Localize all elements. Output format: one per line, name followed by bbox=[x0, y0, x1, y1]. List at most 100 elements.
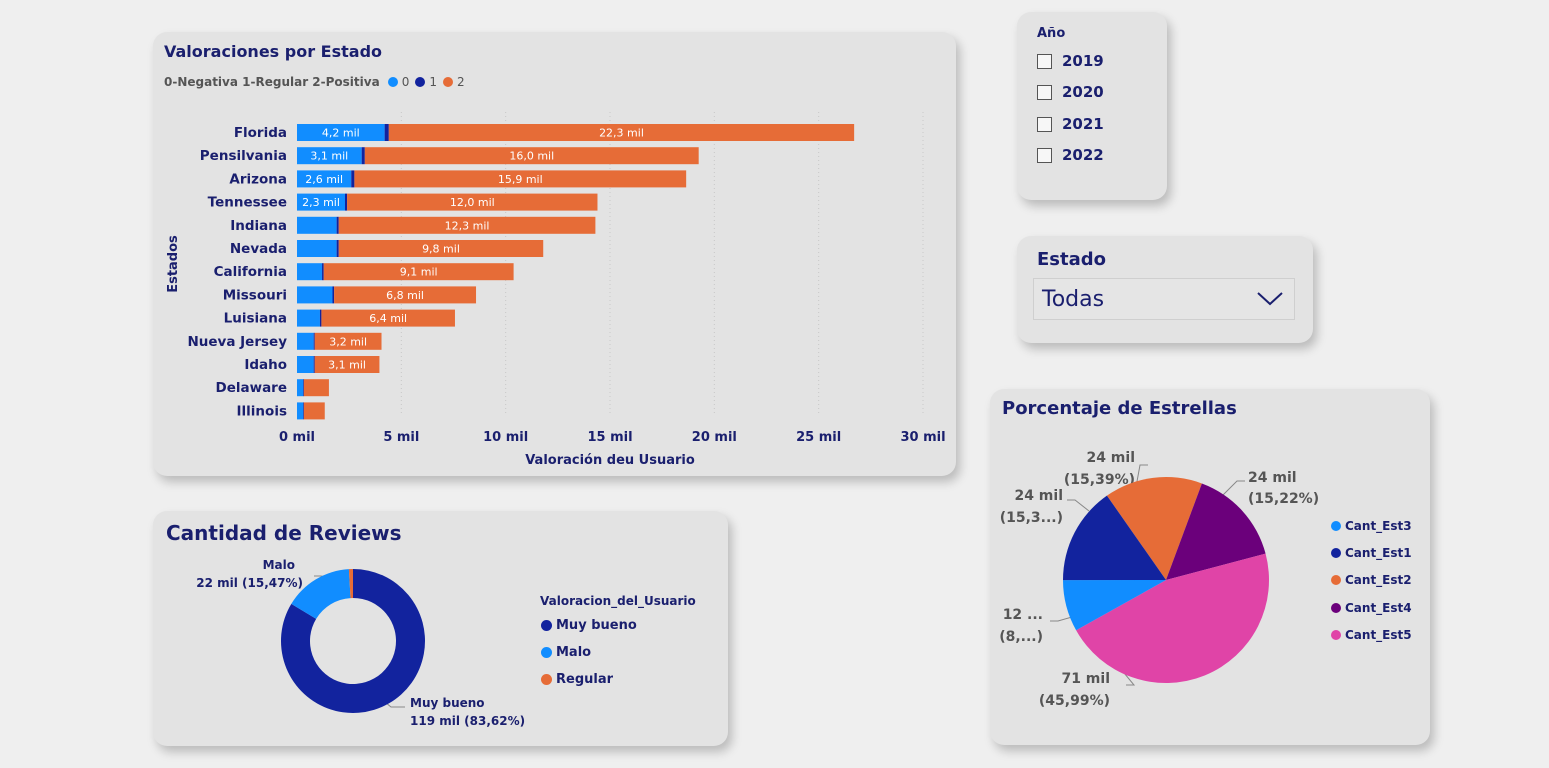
bar-segment[interactable] bbox=[297, 216, 337, 234]
pie-legend-est2[interactable]: Cant_Est2 bbox=[1331, 573, 1412, 587]
year-option-label: 2020 bbox=[1062, 83, 1104, 101]
donut-label-malo-value: 22 mil (15,47%) bbox=[196, 576, 303, 590]
leader-line bbox=[1050, 616, 1073, 622]
bar-segment[interactable] bbox=[297, 379, 304, 397]
bar-segment[interactable] bbox=[321, 309, 455, 327]
bar-legend-prefix: 0-Negativa 1-Regular 2-Positiva bbox=[164, 75, 380, 89]
estado-slicer: Estado Todas bbox=[1017, 236, 1313, 343]
checkbox-icon[interactable] bbox=[1037, 84, 1052, 100]
leader-line bbox=[1221, 480, 1245, 497]
y-tick-label: Illinois bbox=[237, 403, 287, 419]
bar-segment[interactable] bbox=[297, 309, 320, 327]
bar-segment[interactable] bbox=[384, 124, 389, 141]
bar-segment[interactable] bbox=[314, 332, 382, 350]
y-tick-label: Arizona bbox=[229, 171, 287, 187]
pie-legend-est1[interactable]: Cant_Est1 bbox=[1331, 546, 1412, 560]
pie-slice[interactable] bbox=[1063, 580, 1166, 631]
bar-data-label: 3,1 mil bbox=[328, 359, 366, 372]
pie-legend-est3[interactable]: Cant_Est3 bbox=[1331, 519, 1412, 533]
bar-segment[interactable] bbox=[313, 356, 315, 373]
bar-segment[interactable] bbox=[297, 124, 385, 141]
bar-segment[interactable] bbox=[332, 286, 335, 304]
donut-card: Cantidad de Reviews Malo 22 mil (15,47%)… bbox=[153, 511, 728, 746]
year-option-2019[interactable]: 2019 bbox=[1037, 52, 1104, 70]
legend-item-1[interactable]: 1 bbox=[415, 75, 437, 89]
bar-segment[interactable] bbox=[297, 147, 362, 165]
legend-item-0[interactable]: 0 bbox=[387, 75, 410, 89]
pie-slice[interactable] bbox=[1063, 495, 1166, 581]
bar-segment[interactable] bbox=[336, 240, 339, 257]
bar-segment[interactable] bbox=[297, 332, 314, 350]
pie-card: Porcentaje de Estrellas 24 mil (15,39%) … bbox=[990, 389, 1430, 745]
bar-segment[interactable] bbox=[388, 124, 855, 141]
year-option-label: 2022 bbox=[1062, 146, 1104, 164]
checkbox-icon[interactable] bbox=[1037, 53, 1052, 69]
bar-data-label: 3,2 mil bbox=[329, 335, 367, 348]
y-tick-label: Nueva Jersey bbox=[187, 334, 287, 350]
bar-chart-card: Valoraciones por Estado 0-Negativa 1-Reg… bbox=[153, 32, 956, 476]
y-tick-label: Luisiana bbox=[224, 311, 287, 327]
pie-label-est3-value: 12 ... bbox=[1003, 607, 1043, 623]
checkbox-icon[interactable] bbox=[1037, 147, 1052, 163]
bar-segment[interactable] bbox=[297, 240, 337, 257]
pie-slice[interactable] bbox=[1076, 553, 1269, 683]
bar-segment[interactable] bbox=[347, 193, 598, 211]
y-axis-title: Estados bbox=[166, 235, 181, 293]
bar-segment[interactable] bbox=[338, 216, 596, 234]
bar-segment[interactable] bbox=[323, 263, 514, 281]
donut-legend-regular[interactable]: Regular bbox=[541, 672, 613, 687]
bar-segment[interactable] bbox=[336, 216, 339, 234]
bar-segment[interactable] bbox=[297, 193, 345, 211]
bar-data-label: 6,8 mil bbox=[386, 289, 424, 302]
estado-dropdown[interactable]: Todas bbox=[1033, 278, 1295, 320]
bar-segment[interactable] bbox=[351, 170, 355, 188]
legend-label: 2 bbox=[456, 75, 465, 89]
pie-slice[interactable] bbox=[291, 569, 351, 619]
donut-title: Cantidad de Reviews bbox=[166, 521, 402, 545]
bar-segment[interactable] bbox=[361, 147, 365, 165]
pie-slice[interactable] bbox=[1106, 477, 1202, 580]
legend-dot-icon bbox=[442, 77, 453, 87]
bar-data-label: 2,6 mil bbox=[305, 173, 343, 186]
pie-legend-est5[interactable]: Cant_Est5 bbox=[1331, 628, 1412, 642]
checkbox-icon[interactable] bbox=[1037, 116, 1052, 132]
bar-segment[interactable] bbox=[303, 402, 305, 420]
bar-segment[interactable] bbox=[322, 263, 324, 281]
leader-line bbox=[1135, 464, 1148, 488]
year-option-2020[interactable]: 2020 bbox=[1037, 83, 1104, 101]
bar-segment[interactable] bbox=[297, 286, 333, 304]
bar-segment[interactable] bbox=[364, 147, 699, 165]
donut-label-malo-name: Malo bbox=[263, 558, 295, 572]
bar-segment[interactable] bbox=[297, 170, 352, 188]
pie-legend-est4[interactable]: Cant_Est4 bbox=[1331, 601, 1412, 615]
x-tick-label: 30 mil bbox=[900, 430, 945, 445]
bar-segment[interactable] bbox=[313, 332, 315, 350]
bar-segment[interactable] bbox=[338, 240, 544, 257]
donut-legend-malo[interactable]: Malo bbox=[541, 645, 591, 660]
bar-segment[interactable] bbox=[303, 402, 325, 420]
bar-segment[interactable] bbox=[303, 379, 305, 397]
pie-label-est2-pct: (15,39%) bbox=[1064, 472, 1135, 488]
bar-segment[interactable] bbox=[334, 286, 477, 304]
bar-segment[interactable] bbox=[297, 402, 304, 420]
bar-segment[interactable] bbox=[303, 379, 329, 397]
bar-segment[interactable] bbox=[314, 356, 380, 373]
year-option-label: 2019 bbox=[1062, 52, 1104, 70]
donut-legend-muy-bueno[interactable]: Muy bueno bbox=[541, 618, 637, 633]
bar-segment[interactable] bbox=[354, 170, 687, 188]
pie-slice[interactable] bbox=[281, 569, 425, 713]
year-option-2021[interactable]: 2021 bbox=[1037, 115, 1104, 133]
pie-slice[interactable] bbox=[1166, 483, 1266, 580]
pie-slice[interactable] bbox=[348, 569, 353, 599]
legend-dot-icon bbox=[1331, 630, 1341, 640]
bar-segment[interactable] bbox=[319, 309, 322, 327]
legend-item-2[interactable]: 2 bbox=[442, 75, 465, 89]
legend-label: 0 bbox=[401, 75, 410, 89]
pie-label-est1-pct: (15,3...) bbox=[1000, 510, 1063, 526]
y-tick-label: Florida bbox=[234, 125, 287, 141]
bar-segment[interactable] bbox=[344, 193, 348, 211]
bar-segment[interactable] bbox=[297, 356, 314, 373]
bar-segment[interactable] bbox=[297, 263, 323, 281]
pie-chart: 24 mil (15,39%) 24 mil (15,22%) 24 mil (… bbox=[999, 450, 1319, 709]
year-option-2022[interactable]: 2022 bbox=[1037, 146, 1104, 164]
